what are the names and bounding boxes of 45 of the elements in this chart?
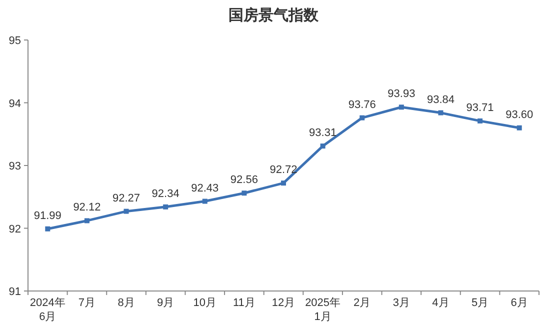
data-label: 92.72 [270,164,298,176]
data-label: 93.31 [309,127,337,140]
point [398,104,404,110]
data-label: 91.99 [34,210,62,222]
point [202,198,208,204]
data-label: 92.34 [152,188,180,200]
x-tick-label: 6月 [510,297,528,309]
x-tick-label: 3月 [392,297,410,309]
point [163,204,168,210]
data-label: 93.60 [506,108,534,121]
x-tick-label: 2024年 6月 [30,297,66,323]
chart-title: 国房景气指数 [228,6,320,24]
point [281,180,286,186]
data-label: 92.27 [112,192,140,204]
y-tick-label: 94 [8,98,21,110]
data-label: 93.93 [388,88,416,100]
point [242,190,247,196]
data-label: 92.12 [73,202,101,214]
y-tick-label: 91 [8,286,21,298]
point [360,115,365,120]
y-tick-label: 93 [8,160,21,172]
y-tick-label: 95 [8,35,21,47]
point [516,125,522,130]
data-label: 93.76 [348,98,376,111]
x-tick-label: 10月 [193,297,217,309]
point [438,110,444,116]
x-tick-label: 7月 [78,297,96,309]
point [320,144,326,149]
point [45,226,50,232]
x-tick-label: 12月 [272,297,296,309]
data-label: 93.84 [426,94,454,106]
y-tick-label: 92 [8,223,21,236]
data-label: 93.71 [466,102,494,114]
point [478,118,483,124]
x-tick-label: 9月 [157,297,174,309]
point [124,208,129,214]
data-label: 92.43 [191,182,219,194]
x-tick-label: 2025年 1月 [305,297,341,323]
x-tick-label: 11月 [232,297,256,309]
x-tick-label: 8月 [118,297,135,309]
point [84,218,90,224]
x-tick-label: 4月 [432,297,450,309]
x-tick-label: 2月 [354,297,371,309]
data-label: 92.56 [230,174,258,186]
x-tick-label: 5月 [471,297,489,309]
